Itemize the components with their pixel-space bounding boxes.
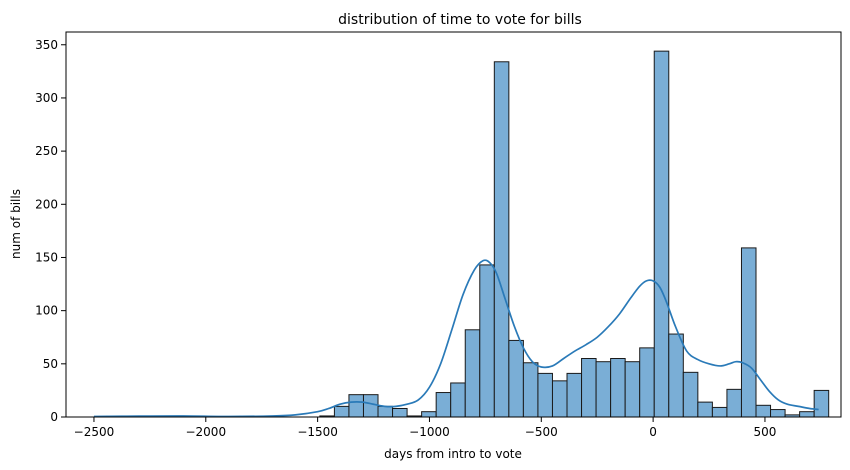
y-tick-label: 150 <box>35 250 58 264</box>
histogram-bar <box>464 329 481 418</box>
y-tick-label: 300 <box>35 91 58 105</box>
histogram-bar <box>566 372 583 418</box>
histogram-bar <box>682 371 699 418</box>
histogram-bar <box>522 362 539 418</box>
kde-curve <box>93 259 819 418</box>
x-tick-label: −2000 <box>185 425 226 439</box>
x-axis-label: days from intro to vote <box>384 447 522 461</box>
y-tick-label: 250 <box>35 144 58 158</box>
histogram-bar <box>348 394 364 418</box>
histogram-bar <box>581 358 597 418</box>
histogram-bar <box>740 247 757 418</box>
histogram-bar <box>479 264 495 418</box>
histogram-bar <box>493 61 510 418</box>
histogram-bar <box>668 333 684 418</box>
y-tick-label: 50 <box>43 357 58 371</box>
y-tick-label: 100 <box>35 304 58 318</box>
histogram-bar <box>537 372 553 418</box>
y-axis-label: num of bills <box>9 189 23 259</box>
x-tick-label: −2500 <box>74 425 115 439</box>
histogram-bar <box>450 382 466 418</box>
histogram-bar <box>799 411 815 418</box>
histogram-bar <box>755 404 772 418</box>
y-axis: 0 50 100 150 200 250 300 350 <box>35 38 66 424</box>
x-tick-label: −1000 <box>409 425 450 439</box>
plot-frame <box>65 31 842 418</box>
x-tick-label: −1500 <box>297 425 338 439</box>
histogram-bar <box>624 361 641 418</box>
chart-title: distribution of time to vote for bills <box>338 12 582 28</box>
histogram-bars <box>319 50 830 418</box>
histogram-bar <box>813 389 830 418</box>
histogram-bar <box>333 405 350 418</box>
histogram-bar <box>653 50 670 418</box>
histogram-bar <box>392 407 408 418</box>
histogram-bar <box>362 394 379 418</box>
x-tick-label: 0 <box>649 425 657 439</box>
x-tick-label: 500 <box>754 425 777 439</box>
histogram-bar <box>770 409 786 418</box>
x-axis: −2500 −2000 −1500 −1000 −500 0 500 <box>74 417 777 439</box>
histogram-bar <box>726 388 742 418</box>
y-tick-label: 0 <box>50 410 58 424</box>
histogram-bar <box>639 347 655 418</box>
histogram-bar <box>508 339 524 418</box>
y-tick-label: 350 <box>35 38 58 52</box>
histogram-bar <box>421 411 437 418</box>
histogram-bar <box>711 406 728 418</box>
x-tick-label: −500 <box>525 425 558 439</box>
y-tick-label: 200 <box>35 197 58 211</box>
histogram-bar <box>551 380 568 418</box>
histogram-bar <box>435 392 452 418</box>
histogram-bar <box>610 358 626 418</box>
histogram-bar <box>377 405 394 418</box>
histogram-bar <box>697 401 713 418</box>
histogram-bar <box>595 361 612 418</box>
